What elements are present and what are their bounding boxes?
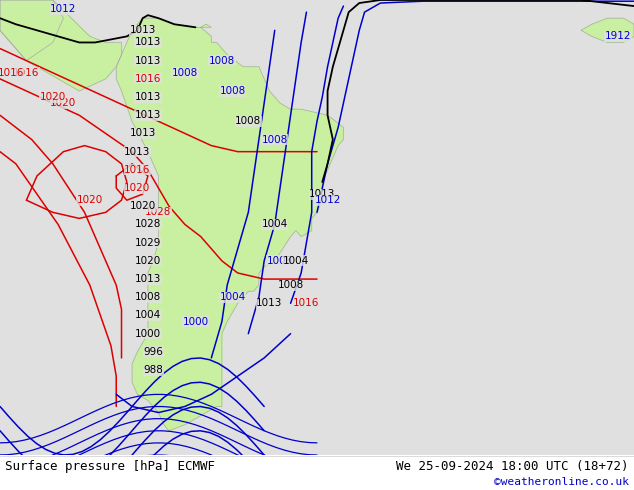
Text: 1000: 1000 (135, 329, 161, 339)
Text: 1020: 1020 (40, 92, 66, 102)
Text: 1020: 1020 (50, 98, 77, 108)
Text: 1008: 1008 (278, 280, 304, 290)
Text: 1013: 1013 (135, 37, 161, 48)
Text: 1008: 1008 (262, 135, 288, 145)
Text: We 25-09-2024 18:00 UTC (18+72): We 25-09-2024 18:00 UTC (18+72) (396, 460, 629, 472)
Text: 1013: 1013 (129, 128, 156, 139)
Text: 1008: 1008 (135, 292, 161, 302)
Text: 1013: 1013 (135, 56, 161, 66)
Polygon shape (581, 18, 634, 43)
Text: 1008: 1008 (235, 116, 261, 126)
Text: 1020: 1020 (77, 195, 103, 205)
Text: 1004: 1004 (283, 256, 309, 266)
Text: 1008: 1008 (219, 86, 245, 96)
Text: 1028: 1028 (135, 220, 161, 229)
Text: 1013: 1013 (256, 298, 283, 308)
Text: 1016: 1016 (135, 74, 161, 84)
Text: 1013: 1013 (124, 147, 150, 157)
Text: 1008: 1008 (209, 56, 235, 66)
Polygon shape (0, 0, 122, 91)
Text: 1912: 1912 (605, 31, 631, 41)
Text: 1020: 1020 (129, 201, 156, 211)
Text: 1016: 1016 (294, 298, 320, 308)
Text: 1004: 1004 (262, 220, 288, 229)
Text: Surface pressure [hPa] ECMWF: Surface pressure [hPa] ECMWF (5, 460, 215, 472)
Text: 1016: 1016 (0, 68, 23, 78)
Text: 1012: 1012 (314, 195, 340, 205)
Text: 1028: 1028 (145, 207, 172, 218)
Text: 1013: 1013 (309, 189, 335, 199)
Text: 1008: 1008 (172, 68, 198, 78)
Text: 1013: 1013 (135, 110, 161, 120)
Text: 1029: 1029 (135, 238, 161, 247)
Polygon shape (0, 0, 63, 61)
Polygon shape (116, 18, 344, 431)
Text: 1013: 1013 (135, 274, 161, 284)
Text: 1013: 1013 (135, 92, 161, 102)
Text: 1020: 1020 (135, 256, 161, 266)
Text: 1008: 1008 (267, 256, 293, 266)
Text: 1016: 1016 (124, 165, 150, 175)
Polygon shape (0, 0, 634, 455)
Text: 1004: 1004 (135, 311, 161, 320)
Text: 1012: 1012 (50, 4, 77, 14)
Text: 1020: 1020 (124, 183, 150, 193)
Text: 1004: 1004 (219, 292, 245, 302)
Text: ©weatheronline.co.uk: ©weatheronline.co.uk (494, 477, 629, 487)
Text: 1016: 1016 (13, 68, 39, 78)
Text: 1013: 1013 (129, 25, 156, 35)
Text: 1000: 1000 (183, 317, 209, 326)
Text: 988: 988 (143, 365, 163, 375)
Text: 996: 996 (143, 347, 163, 357)
